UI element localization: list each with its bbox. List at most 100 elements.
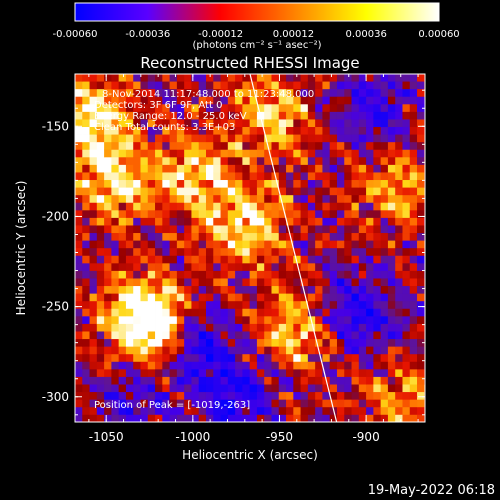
heatmap-cell <box>198 323 207 332</box>
heatmap-cell <box>198 89 207 98</box>
heatmap-cell <box>329 81 338 90</box>
heatmap-cell <box>82 369 90 378</box>
heatmap-cell <box>104 225 112 234</box>
heatmap-cell <box>89 399 98 408</box>
heatmap-cell <box>96 149 105 158</box>
heatmap-cell <box>315 339 323 348</box>
heatmap-cell <box>286 233 294 241</box>
heatmap-cell <box>220 414 229 422</box>
heatmap-cell <box>75 210 83 219</box>
heatmap-cell <box>300 270 309 279</box>
heatmap-cell <box>366 331 374 340</box>
heatmap-cell <box>213 89 221 98</box>
heatmap-cell <box>147 376 156 385</box>
heatmap-cell <box>242 225 251 234</box>
heatmap-cell <box>235 180 243 188</box>
heatmap-cell <box>293 119 301 128</box>
heatmap-cell <box>184 157 192 166</box>
heatmap-cell <box>249 157 258 166</box>
heatmap-cell <box>286 286 294 295</box>
heatmap-cell <box>89 210 98 219</box>
heatmap-cell <box>256 104 265 113</box>
peak-position-label: Position of Peak = [-1019,-263] <box>94 400 250 411</box>
heatmap-cell <box>184 81 192 90</box>
heatmap-cell <box>140 89 149 98</box>
heatmap-cell <box>89 308 98 317</box>
heatmap-cell <box>220 248 229 257</box>
heatmap-cell <box>213 142 221 151</box>
heatmap-cell <box>169 172 178 181</box>
heatmap-cell <box>162 384 171 393</box>
heatmap-cell <box>322 323 331 332</box>
heatmap-cell <box>111 323 120 332</box>
heatmap-cell <box>329 111 338 120</box>
heatmap-cell <box>307 270 316 279</box>
heatmap-cell <box>205 399 214 408</box>
heatmap-cell <box>205 225 214 234</box>
heatmap-cell <box>395 164 403 173</box>
heatmap-cell <box>147 74 156 82</box>
heatmap-cell <box>89 149 98 158</box>
heatmap-cell <box>125 278 134 287</box>
heatmap-cell <box>264 217 272 226</box>
heatmap-cell <box>307 414 316 422</box>
heatmap-cell <box>373 399 382 408</box>
heatmap-cell <box>336 81 345 90</box>
heatmap-cell <box>162 376 171 385</box>
heatmap-cell <box>293 127 301 135</box>
heatmap-cell <box>125 157 134 166</box>
heatmap-cell <box>96 369 105 378</box>
heatmap-cell <box>264 157 272 166</box>
heatmap-cell <box>322 399 331 408</box>
heatmap-cell <box>227 111 236 120</box>
heatmap-cell <box>242 399 251 408</box>
heatmap-cell <box>380 399 389 408</box>
heatmap-cell <box>278 407 287 416</box>
heatmap-cell <box>82 104 90 113</box>
heatmap-cell <box>147 111 156 120</box>
heatmap-cell <box>242 217 251 226</box>
heatmap-cell <box>125 308 134 317</box>
heatmap-cell <box>242 270 251 279</box>
heatmap-cell <box>344 81 352 90</box>
heatmap-cell <box>125 202 134 211</box>
heatmap-cell <box>336 225 345 234</box>
heatmap-cell <box>380 308 389 317</box>
heatmap-cell <box>227 233 236 241</box>
heatmap-cell <box>286 263 294 272</box>
heatmap-cell <box>366 142 374 151</box>
heatmap-cell <box>176 187 185 196</box>
heatmap-cell <box>278 81 287 90</box>
heatmap-cell <box>336 286 345 295</box>
heatmap-cell <box>358 187 367 196</box>
heatmap-cell <box>155 180 163 188</box>
heatmap-cell <box>176 263 185 272</box>
heatmap-cell <box>300 202 309 211</box>
heatmap-cell <box>220 369 229 378</box>
heatmap-cell <box>278 187 287 196</box>
heatmap-cell <box>380 96 389 105</box>
heatmap-cell <box>96 104 105 113</box>
heatmap-cell <box>96 89 105 98</box>
heatmap-cell <box>315 354 323 363</box>
heatmap-cell <box>351 195 360 204</box>
heatmap-cell <box>198 346 207 355</box>
heatmap-cell <box>358 127 367 135</box>
heatmap-cell <box>176 354 185 363</box>
heatmap-cell <box>220 263 229 272</box>
heatmap-cell <box>344 225 352 234</box>
heatmap-cell <box>307 286 316 295</box>
heatmap-cell <box>249 339 258 348</box>
heatmap-cell <box>242 119 251 128</box>
heatmap-cell <box>409 89 418 98</box>
heatmap-cell <box>111 339 120 348</box>
heatmap-cell <box>147 104 156 113</box>
heatmap-cell <box>147 157 156 166</box>
heatmap-cell <box>155 316 163 325</box>
heatmap-cell <box>140 164 149 173</box>
heatmap-cell <box>271 308 280 317</box>
heatmap-cell <box>75 233 83 241</box>
heatmap-cell <box>111 81 120 90</box>
heatmap-cell <box>89 202 98 211</box>
heatmap-cell <box>89 278 98 287</box>
